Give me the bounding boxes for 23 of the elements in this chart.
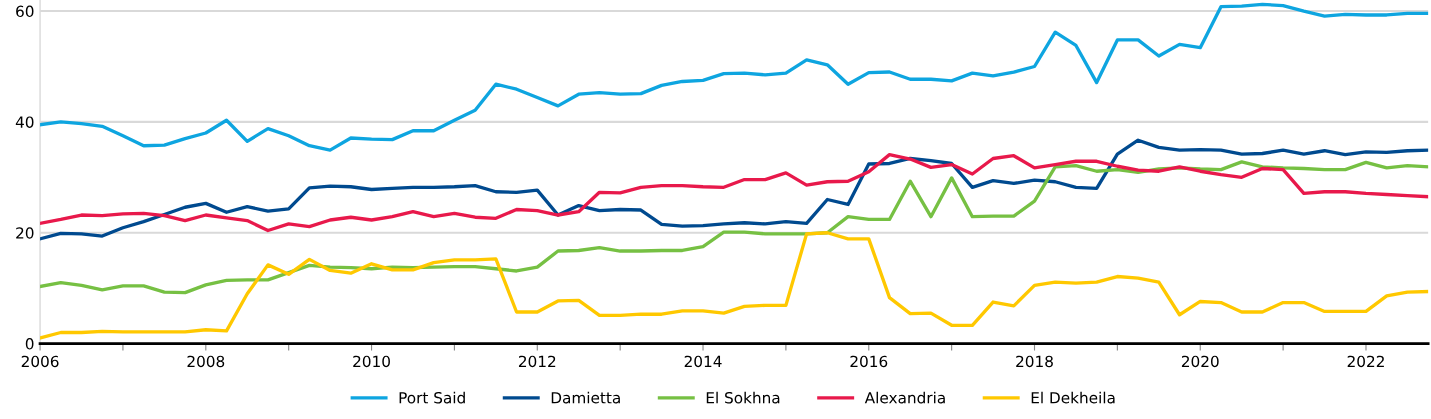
x-tick-label: 2016 [850, 355, 888, 368]
x-tick-label: 2008 [187, 355, 225, 368]
line-series [40, 152, 1429, 233]
line-series [40, 231, 1429, 340]
x-tick-label: 2012 [518, 355, 556, 368]
x-tick-label: 2010 [353, 355, 390, 368]
y-tick-label: 20 [16, 227, 34, 239]
legend-label: El Sokhna [706, 391, 780, 404]
legend-label: El Dekheila [1031, 391, 1115, 404]
x-tick-label: 2018 [1016, 355, 1053, 368]
x-tick-label: 2014 [684, 355, 722, 368]
y-tick-label: 60 [16, 5, 34, 18]
y-tick-label: 40 [15, 116, 34, 128]
line-series [40, 160, 1429, 295]
line-series [40, 138, 1429, 241]
legend-label: Port Said [399, 391, 465, 404]
x-tick-label: 2006 [21, 355, 59, 368]
y-tick-label: 0 [25, 338, 34, 350]
legend-label: Alexandria [864, 391, 945, 404]
x-tick-label: 2020 [1181, 355, 1219, 368]
line-series [40, 2, 1429, 152]
x-tick-label: 2022 [1347, 355, 1384, 368]
legend-label: Damietta [551, 391, 620, 404]
